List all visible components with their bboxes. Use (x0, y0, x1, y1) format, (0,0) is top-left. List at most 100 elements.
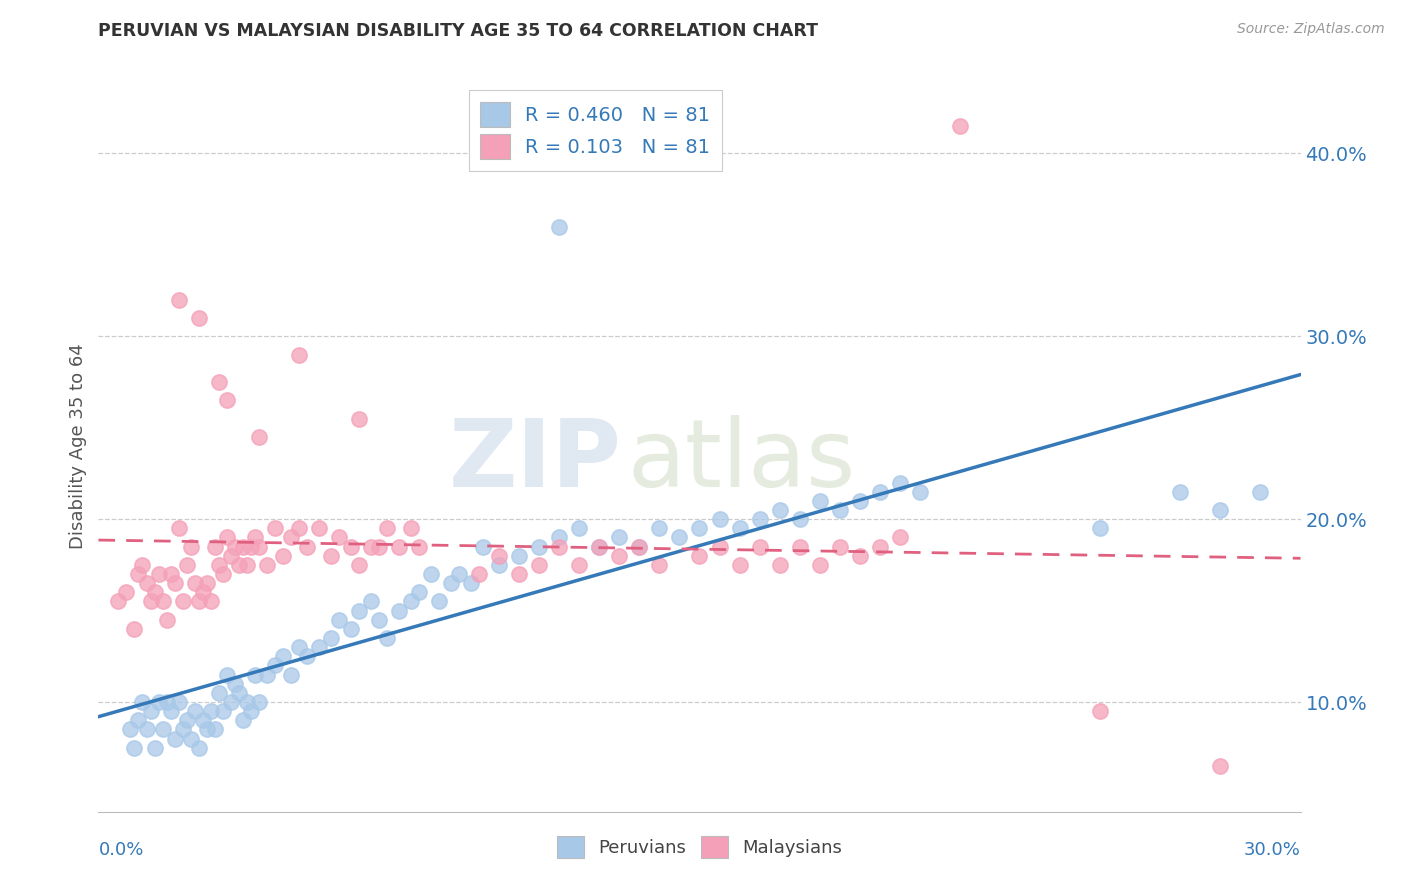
Point (460, 576, 482, 591)
Point (143, 740, 166, 755)
Point (208, 375, 231, 389)
Point (247, 540, 270, 554)
Point (688, 521, 710, 535)
Point (131, 558, 153, 572)
Point (295, 649, 318, 664)
Point (609, 530, 631, 544)
Point (280, 667, 302, 681)
Point (135, 576, 157, 591)
Point (159, 567, 181, 582)
Point (408, 540, 430, 554)
Point (155, 695, 177, 709)
Point (368, 613, 391, 627)
Point (748, 540, 770, 554)
Point (949, 119, 972, 133)
Point (208, 558, 231, 572)
Point (288, 640, 311, 655)
Point (228, 686, 250, 700)
Point (340, 540, 363, 554)
Point (399, 594, 422, 608)
Point (219, 549, 242, 563)
Point (420, 567, 443, 582)
Point (849, 494, 872, 508)
Point (135, 723, 157, 737)
Point (148, 567, 170, 582)
Point (211, 704, 233, 718)
Point (548, 540, 571, 554)
Point (789, 512, 811, 526)
Point (224, 540, 246, 554)
Point (195, 576, 218, 591)
Point (447, 567, 470, 582)
Point (256, 558, 278, 572)
Point (728, 521, 751, 535)
Legend: Peruvians, Malaysians: Peruvians, Malaysians (550, 829, 849, 865)
Point (215, 393, 238, 408)
Point (167, 695, 190, 709)
Point (232, 714, 254, 728)
Point (488, 558, 510, 572)
Point (648, 521, 671, 535)
Point (869, 484, 891, 499)
Point (191, 585, 214, 599)
Text: Source: ZipAtlas.com: Source: ZipAtlas.com (1237, 22, 1385, 37)
Text: 0.0%: 0.0% (98, 841, 143, 859)
Point (360, 594, 382, 608)
Point (139, 704, 162, 718)
Point (247, 430, 270, 444)
Point (107, 594, 129, 608)
Point (427, 594, 450, 608)
Point (180, 540, 202, 554)
Point (167, 293, 190, 307)
Point (183, 704, 205, 718)
Point (468, 567, 491, 582)
Point (235, 558, 257, 572)
Point (889, 475, 911, 490)
Point (200, 594, 222, 608)
Point (239, 704, 262, 718)
Point (668, 530, 690, 544)
Point (191, 714, 214, 728)
Point (548, 530, 571, 544)
Point (388, 603, 411, 617)
Point (709, 512, 731, 526)
Point (688, 549, 710, 563)
Point (167, 521, 190, 535)
Point (235, 695, 257, 709)
Point (176, 714, 198, 728)
Point (399, 521, 422, 535)
Point (187, 594, 209, 608)
Point (529, 558, 551, 572)
Point (347, 603, 370, 617)
Point (568, 521, 591, 535)
Point (263, 658, 285, 673)
Point (472, 540, 495, 554)
Text: PERUVIAN VS MALAYSIAN DISABILITY AGE 35 TO 64 CORRELATION CHART: PERUVIAN VS MALAYSIAN DISABILITY AGE 35 … (98, 22, 818, 40)
Point (319, 549, 342, 563)
Point (243, 530, 266, 544)
Point (308, 521, 330, 535)
Point (219, 695, 242, 709)
Point (328, 613, 350, 627)
Point (529, 540, 551, 554)
Point (728, 558, 751, 572)
Point (828, 503, 851, 517)
Point (176, 558, 198, 572)
Point (748, 512, 770, 526)
Point (288, 521, 311, 535)
Point (588, 540, 610, 554)
Point (488, 549, 510, 563)
Text: atlas: atlas (627, 415, 856, 507)
Y-axis label: Disability Age 35 to 64: Disability Age 35 to 64 (69, 343, 87, 549)
Point (124, 622, 146, 636)
Point (183, 576, 205, 591)
Point (889, 530, 911, 544)
Point (628, 540, 651, 554)
Point (131, 695, 153, 709)
Point (440, 576, 463, 591)
Point (163, 731, 186, 746)
Point (789, 540, 811, 554)
Point (204, 540, 226, 554)
Point (247, 695, 270, 709)
Point (172, 594, 194, 608)
